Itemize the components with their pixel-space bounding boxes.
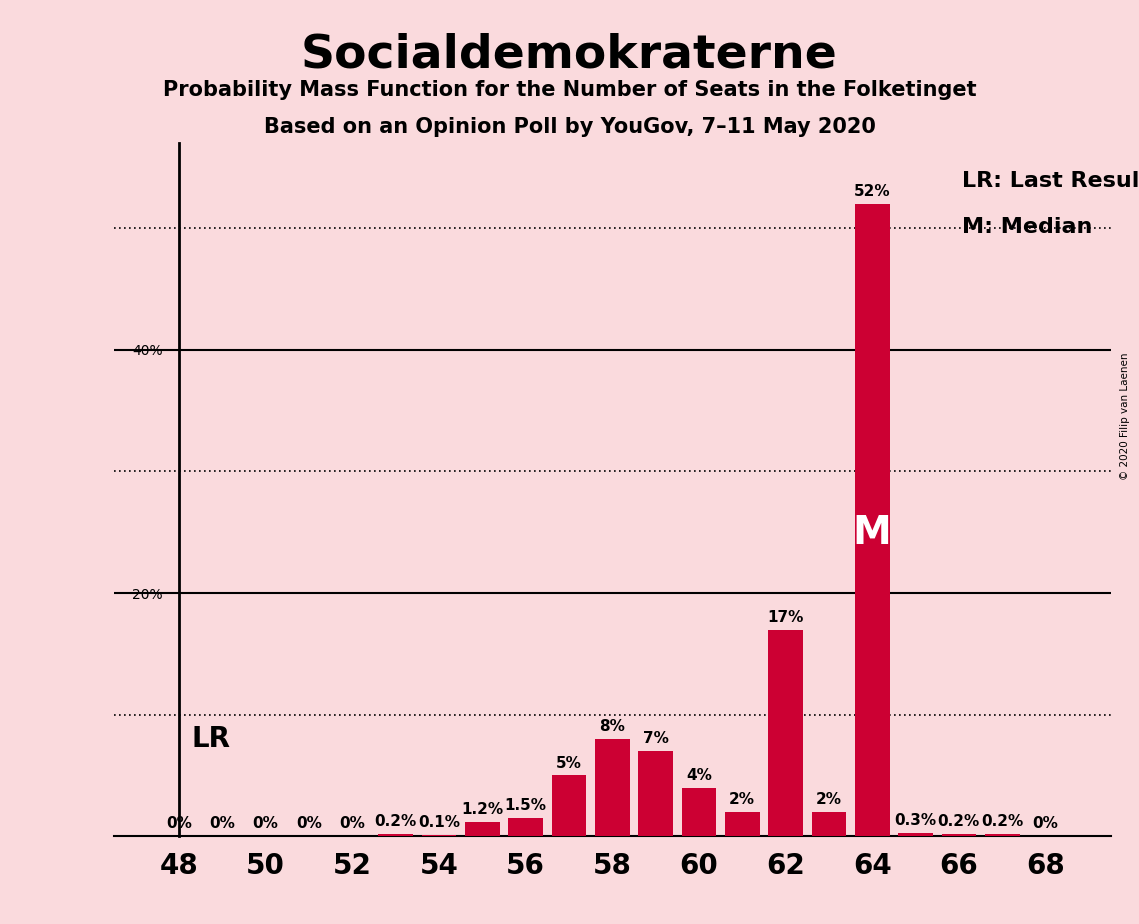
Text: 5%: 5% <box>556 756 582 771</box>
Bar <box>465 821 500 836</box>
Text: LR: Last Result: LR: Last Result <box>962 171 1139 191</box>
Bar <box>551 775 587 836</box>
Text: M: Median: M: Median <box>962 217 1092 237</box>
Bar <box>985 833 1019 836</box>
Text: 17%: 17% <box>768 610 804 625</box>
Text: 2%: 2% <box>729 792 755 807</box>
Text: 0.2%: 0.2% <box>937 814 980 829</box>
Text: Based on an Opinion Poll by YouGov, 7–11 May 2020: Based on an Opinion Poll by YouGov, 7–11… <box>263 117 876 138</box>
Text: 0.2%: 0.2% <box>981 814 1023 829</box>
Text: Socialdemokraterne: Socialdemokraterne <box>301 32 838 78</box>
Text: Probability Mass Function for the Number of Seats in the Folketinget: Probability Mass Function for the Number… <box>163 80 976 101</box>
Bar <box>811 812 846 836</box>
Bar <box>378 833 413 836</box>
Bar <box>595 739 630 836</box>
Text: 0%: 0% <box>210 817 235 832</box>
Bar <box>508 818 543 836</box>
Bar <box>724 812 760 836</box>
Text: 2%: 2% <box>816 792 842 807</box>
Text: © 2020 Filip van Laenen: © 2020 Filip van Laenen <box>1121 352 1130 480</box>
Text: 0.2%: 0.2% <box>375 814 417 829</box>
Text: 0.3%: 0.3% <box>894 813 936 828</box>
Text: 0%: 0% <box>1033 817 1058 832</box>
Text: LR: LR <box>191 725 231 753</box>
Text: 0.1%: 0.1% <box>418 815 460 830</box>
Bar <box>855 204 890 836</box>
Text: 7%: 7% <box>642 731 669 747</box>
Text: 1.5%: 1.5% <box>505 798 547 813</box>
Bar <box>421 835 457 836</box>
Text: 0%: 0% <box>296 817 322 832</box>
Text: 8%: 8% <box>599 719 625 734</box>
Text: 1.2%: 1.2% <box>461 802 503 817</box>
Bar <box>942 833 976 836</box>
Bar <box>681 787 716 836</box>
Text: 0%: 0% <box>339 817 366 832</box>
Text: M: M <box>853 514 892 552</box>
Text: 0%: 0% <box>253 817 279 832</box>
Text: 52%: 52% <box>854 184 891 200</box>
Bar <box>768 629 803 836</box>
Bar <box>638 751 673 836</box>
Text: 0%: 0% <box>166 817 191 832</box>
Text: 4%: 4% <box>686 768 712 783</box>
Bar <box>899 833 933 836</box>
